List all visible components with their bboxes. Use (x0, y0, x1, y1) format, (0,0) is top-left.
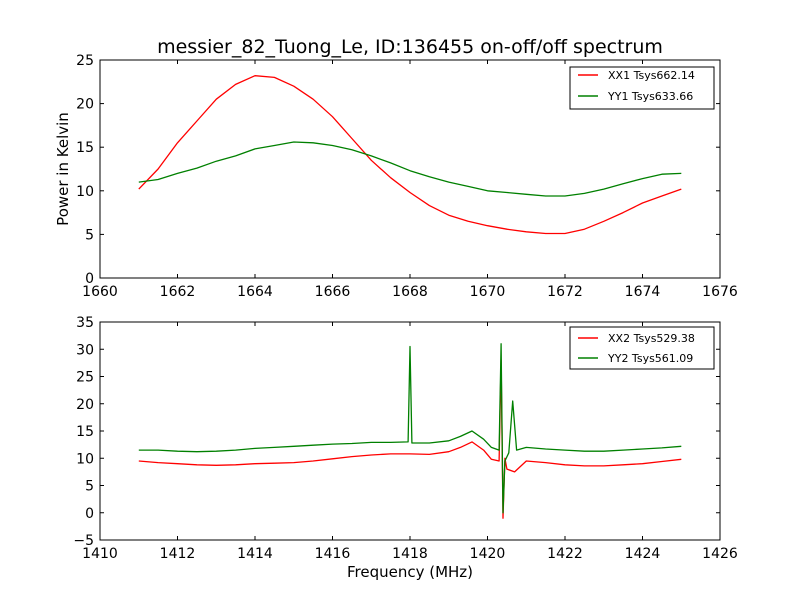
top-y-tick-label: 20 (76, 97, 94, 113)
top-y-tick-label: 10 (76, 184, 94, 200)
top-legend-box (569, 66, 715, 110)
bottom-series-line-1 (138, 343, 682, 514)
top-x-tick-label: 1676 (702, 284, 738, 300)
top-subplot: 1660 1662 1664 1666 1668 1670 1672 1674 1676 051… (54, 53, 738, 300)
top-legend-label-yy1: YY1 Tsys633.66 (607, 90, 693, 103)
bottom-x-tick-label: 1426 (702, 546, 738, 562)
bottom-x-ticks: 1410 1412 1414 1416 1418 1420 1422 1424 1426 (82, 322, 738, 562)
bottom-legend: XX2 Tsys529.38 YY2 Tsys561.09 (569, 326, 715, 370)
top-x-tick-label: 1668 (392, 284, 428, 300)
bottom-y-tick-label: 25 (76, 370, 94, 386)
bottom-legend-label-xx2: XX2 Tsys529.38 (608, 332, 695, 345)
bottom-x-tick-label: 1414 (237, 546, 273, 562)
top-y-ticks: 0 5 10 15 20 25 (76, 53, 720, 287)
top-series-line-1 (138, 141, 682, 197)
top-x-tick-label: 1660 (82, 284, 118, 300)
bottom-y-tick-label: 30 (76, 342, 94, 358)
bottom-series-line-0 (138, 359, 682, 519)
bottom-y-tick-label: 35 (76, 315, 94, 331)
top-y-tick-label: 5 (85, 227, 94, 243)
top-y-tick-label: 25 (76, 53, 94, 69)
top-x-tick-label: 1672 (547, 284, 583, 300)
bottom-x-tick-label: 1416 (315, 546, 351, 562)
bottom-x-tick-label: 1418 (392, 546, 428, 562)
bottom-y-tick-label: 0 (85, 506, 94, 522)
bottom-x-tick-label: 1420 (470, 546, 506, 562)
bottom-x-axis-label: Frequency (MHz) (347, 563, 473, 581)
top-y-tick-label: 15 (76, 140, 94, 156)
top-x-tick-label: 1674 (625, 284, 661, 300)
top-series-line-0 (138, 75, 682, 235)
bottom-x-tick-label: 1422 (547, 546, 583, 562)
bottom-y-ticks: −5 0 5 10 15 20 25 30 35 (73, 315, 720, 549)
top-x-tick-label: 1664 (237, 284, 273, 300)
bottom-y-tick-label: 10 (76, 451, 94, 467)
bottom-legend-label-yy2: YY2 Tsys561.09 (607, 352, 693, 365)
top-x-tick-label: 1662 (160, 284, 196, 300)
bottom-y-tick-label: 20 (76, 397, 94, 413)
bottom-legend-box (569, 326, 715, 370)
top-legend: XX1 Tsys662.14 YY1 Tsys633.66 (569, 66, 715, 110)
bottom-x-tick-label: 1410 (82, 546, 118, 562)
top-y-axis-label: Power in Kelvin (54, 112, 72, 226)
top-y-tick-label: 0 (85, 271, 94, 287)
bottom-series-lines (138, 343, 682, 519)
top-series-lines (138, 75, 682, 235)
bottom-x-tick-label: 1412 (160, 546, 196, 562)
bottom-plot-frame (99, 321, 721, 541)
top-plot-frame (99, 59, 721, 279)
top-x-ticks: 1660 1662 1664 1666 1668 1670 1672 1674 1676 (82, 60, 738, 300)
bottom-subplot: 1410 1412 1414 1416 1418 1420 1422 1424 1426 −5 0… (73, 315, 738, 581)
bottom-y-tick-label: −5 (73, 533, 94, 549)
bottom-x-tick-label: 1424 (625, 546, 661, 562)
top-legend-label-xx1: XX1 Tsys662.14 (608, 69, 695, 82)
top-x-tick-label: 1670 (470, 284, 506, 300)
bottom-y-tick-label: 5 (85, 479, 94, 495)
top-x-tick-label: 1666 (315, 284, 351, 300)
figure-title: messier_82_Tuong_Le, ID:136455 on-off/of… (157, 36, 663, 58)
bottom-y-tick-label: 15 (76, 424, 94, 440)
